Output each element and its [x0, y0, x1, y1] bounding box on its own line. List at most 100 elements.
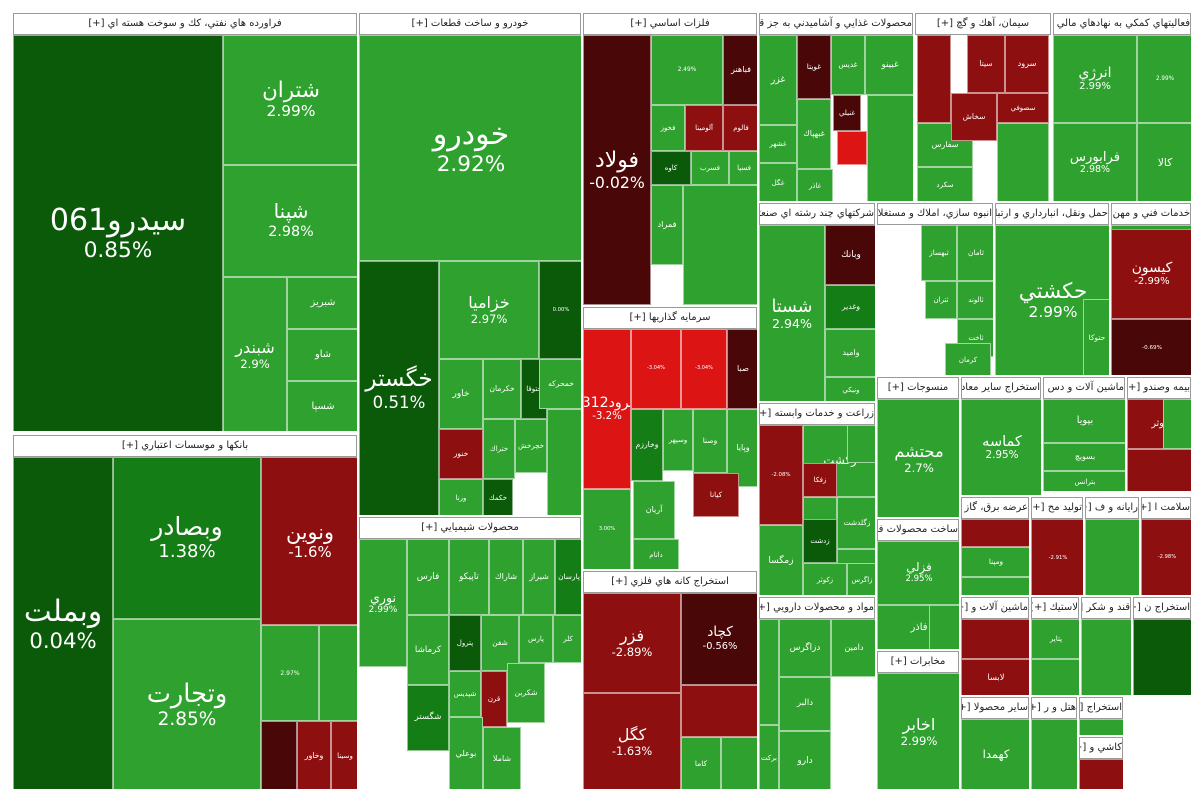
- stock-tile[interactable]: شبندر 2.9%: [223, 277, 287, 431]
- stock-tile[interactable]: ثبهساز: [921, 225, 957, 281]
- stock-tile[interactable]: انرژي 2.99%: [1053, 35, 1137, 123]
- stock-tile[interactable]: آلومينا: [685, 105, 723, 151]
- sector-header[interactable]: فعاليتهاي كمكي به نهادهاي مالي واسط [+]: [1053, 13, 1191, 35]
- stock-tile[interactable]: كاما: [681, 737, 721, 789]
- stock-tile[interactable]: زكوثر: [803, 563, 847, 595]
- stock-tile[interactable]: غديس: [831, 35, 865, 95]
- stock-tile[interactable]: شسپا: [287, 381, 357, 431]
- sector-header[interactable]: قند و شكر [+]: [1081, 597, 1131, 619]
- stock-tile[interactable]: آريان: [633, 481, 675, 539]
- stock-tile[interactable]: دارو: [779, 731, 831, 789]
- stock-tile[interactable]: لابسا: [961, 659, 1029, 695]
- stock-tile[interactable]: فباهنر: [723, 35, 757, 105]
- stock-tile[interactable]: كچاد -0.56%: [681, 593, 757, 685]
- stock-tile[interactable]: كاوه: [651, 151, 691, 185]
- stock-tile[interactable]: دزاگرس: [779, 619, 831, 677]
- stock-tile[interactable]: فخوز: [651, 105, 685, 151]
- stock-tile[interactable]: غاذر: [797, 169, 833, 201]
- stock-tile[interactable]: غگل: [759, 163, 797, 201]
- stock-tile[interactable]: خگستر 0.51%: [359, 261, 439, 515]
- stock-tile[interactable]: ثامان: [957, 225, 993, 281]
- sector-header[interactable]: ساير محصولا [+]: [961, 697, 1029, 719]
- stock-tile[interactable]: فالوم: [723, 105, 757, 151]
- stock-tile[interactable]: شپديس: [449, 671, 481, 717]
- stock-tile[interactable]: تاپيكو: [449, 539, 489, 615]
- stock-tile[interactable]: [837, 131, 867, 165]
- stock-tile[interactable]: فزر -2.89%: [583, 593, 681, 693]
- stock-tile[interactable]: شپنا 2.98%: [223, 165, 357, 277]
- stock-tile[interactable]: [261, 721, 297, 789]
- stock-tile[interactable]: [1031, 659, 1079, 695]
- stock-tile[interactable]: شگستر: [407, 685, 449, 751]
- stock-tile[interactable]: فمراد: [651, 185, 683, 265]
- stock-tile[interactable]: قرن: [481, 671, 507, 727]
- stock-tile[interactable]: 2.97%: [261, 625, 319, 721]
- stock-tile[interactable]: ثالوند: [957, 281, 993, 319]
- stock-tile[interactable]: 0.00%: [539, 261, 581, 359]
- stock-tile[interactable]: كهمدا: [961, 719, 1029, 789]
- stock-tile[interactable]: -2.08%: [759, 425, 803, 525]
- stock-tile[interactable]: غشهر: [759, 125, 797, 163]
- sector-header[interactable]: لاستيك [+]: [1031, 597, 1079, 619]
- stock-tile[interactable]: دالبر: [779, 677, 831, 731]
- stock-tile[interactable]: بوعلي: [449, 717, 483, 789]
- sector-header[interactable]: بانكها و موسسات اعتباري [+]: [13, 435, 357, 457]
- stock-tile[interactable]: وتجارت 2.85%: [113, 619, 261, 789]
- stock-tile[interactable]: شاراك: [489, 539, 523, 615]
- stock-tile[interactable]: شاو: [287, 329, 357, 381]
- stock-tile[interactable]: سرود: [1005, 35, 1049, 93]
- stock-tile[interactable]: پارسان: [555, 539, 581, 615]
- stock-tile[interactable]: حتوكا: [1083, 299, 1109, 375]
- stock-tile[interactable]: [1079, 759, 1123, 789]
- stock-tile[interactable]: كيسون -2.99%: [1111, 229, 1191, 319]
- stock-tile[interactable]: كماسه 2.95%: [961, 399, 1041, 495]
- stock-tile[interactable]: سيدرو061 0.85%: [13, 35, 223, 431]
- stock-tile[interactable]: [1081, 619, 1131, 695]
- stock-tile[interactable]: وسينا: [331, 721, 357, 789]
- stock-tile[interactable]: كالا: [1137, 123, 1191, 201]
- stock-tile[interactable]: كگل -1.63%: [583, 693, 681, 789]
- stock-tile[interactable]: وسپهر: [663, 409, 693, 471]
- sector-header[interactable]: فراورده هاي نفتي، كك و سوخت هسته اي [+]: [13, 13, 357, 35]
- stock-tile[interactable]: ونوين -1.6%: [261, 457, 357, 625]
- sector-header[interactable]: خدمات فني و مهن [+]: [1111, 203, 1191, 225]
- stock-tile[interactable]: خاور: [439, 359, 483, 429]
- stock-tile[interactable]: واميد: [825, 329, 875, 377]
- sector-header[interactable]: ساخت محصولات فلزي [+]: [877, 519, 959, 541]
- sector-header[interactable]: ماشين آلات و دس [+]: [1043, 377, 1125, 399]
- stock-tile[interactable]: [1079, 719, 1123, 735]
- sector-header[interactable]: منسوجات [+]: [877, 377, 959, 399]
- stock-tile[interactable]: شتران 2.99%: [223, 35, 357, 165]
- sector-header[interactable]: بيمه وصندو [+]: [1127, 377, 1191, 399]
- sector-header[interactable]: شركتهاي چند رشته اي صنعتي [+]: [759, 203, 875, 225]
- stock-tile[interactable]: ومپنا: [961, 547, 1029, 577]
- sector-header[interactable]: استخراج كانه هاي فلزي [+]: [583, 571, 757, 593]
- stock-tile[interactable]: خمحركه: [539, 359, 581, 409]
- stock-tile[interactable]: -3.04%: [681, 329, 727, 409]
- stock-tile[interactable]: فسرب: [691, 151, 729, 185]
- stock-tile[interactable]: غنيلي: [833, 95, 861, 131]
- stock-tile[interactable]: [1031, 719, 1077, 789]
- stock-tile[interactable]: فسپا: [729, 151, 757, 185]
- stock-tile[interactable]: بپويا: [1043, 399, 1125, 443]
- stock-tile[interactable]: بركت: [759, 725, 779, 789]
- stock-tile[interactable]: شبريز: [287, 277, 357, 329]
- stock-tile[interactable]: -2.98%: [1141, 519, 1191, 595]
- sector-header[interactable]: سلامت ا [+]: [1141, 497, 1191, 519]
- stock-tile[interactable]: شيراز: [523, 539, 555, 615]
- stock-tile[interactable]: -0.69%: [1111, 319, 1191, 375]
- stock-tile[interactable]: وبملت 0.04%: [13, 457, 113, 789]
- sector-header[interactable]: توليد مح [+]: [1031, 497, 1083, 519]
- stock-tile[interactable]: سيتا: [967, 35, 1005, 93]
- stock-tile[interactable]: [759, 619, 779, 725]
- stock-tile[interactable]: غبهپاك: [797, 99, 831, 169]
- stock-tile[interactable]: خزاميا 2.97%: [439, 261, 539, 359]
- stock-tile[interactable]: ختراك: [483, 419, 515, 479]
- sector-header[interactable]: محصولات شيميايي [+]: [359, 517, 581, 539]
- stock-tile[interactable]: [1085, 519, 1139, 595]
- sector-header[interactable]: مواد و محصولات دارويي [+]: [759, 597, 875, 619]
- stock-tile[interactable]: كيانا: [693, 473, 739, 517]
- sector-header[interactable]: خودرو و ساخت قطعات [+]: [359, 13, 581, 35]
- stock-tile[interactable]: فولاد -0.02%: [583, 35, 651, 305]
- stock-tile[interactable]: فرابورس 2.98%: [1053, 123, 1137, 201]
